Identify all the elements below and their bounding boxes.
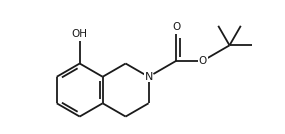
Text: O: O: [172, 22, 180, 32]
Text: O: O: [199, 56, 207, 66]
Text: N: N: [144, 72, 153, 82]
Text: OH: OH: [72, 29, 88, 39]
